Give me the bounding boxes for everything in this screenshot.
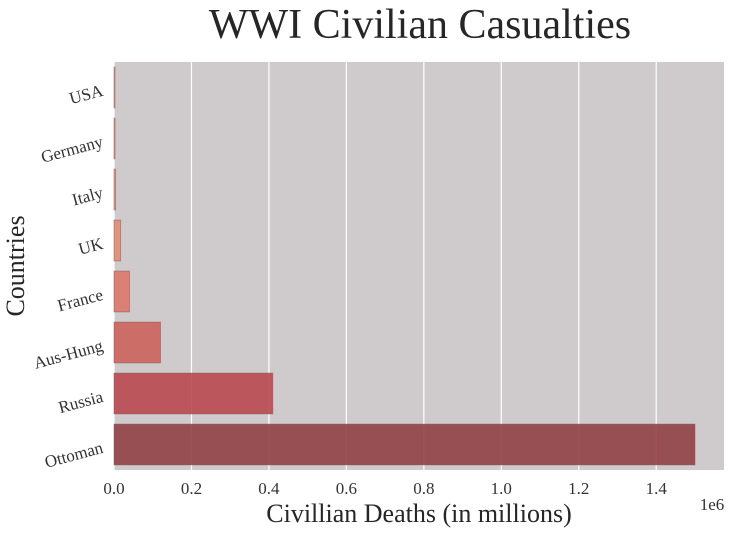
y-tick-label: Ottoman xyxy=(43,438,106,472)
x-tick-label: 1.0 xyxy=(491,479,512,498)
x-tick-label: 0.6 xyxy=(336,479,357,498)
chart-title: WWI Civilian Casualties xyxy=(209,2,631,48)
y-tick-label: Germany xyxy=(39,132,105,167)
y-tick-labels: USA Germany Italy UK France Aus-Hung Russia Ott… xyxy=(32,81,106,472)
y-tick-label: Russia xyxy=(56,387,105,417)
x-tick-label: 1.2 xyxy=(568,479,589,498)
y-axis-label: Countries xyxy=(1,215,30,316)
bar-italy xyxy=(113,168,117,211)
bar-aus-hung xyxy=(113,321,161,364)
bar-germany xyxy=(113,117,116,160)
y-tick-label: Italy xyxy=(70,183,105,210)
bar-ottoman xyxy=(113,423,696,466)
x-tick-label: 0.2 xyxy=(181,479,202,498)
x-tick-label: 0.0 xyxy=(103,479,124,498)
x-tick-labels: 0.0 0.2 0.4 0.6 0.8 1.0 1.2 1.4 xyxy=(103,479,667,498)
y-tick-label: USA xyxy=(67,81,105,108)
bars xyxy=(113,66,696,466)
x-tick-label: 0.4 xyxy=(258,479,280,498)
x-tick-label: 0.8 xyxy=(413,479,434,498)
y-tick-label: Aus-Hung xyxy=(32,336,106,373)
bar-france xyxy=(113,270,130,313)
x-axis-label: Civillian Deaths (in millions) xyxy=(266,499,571,528)
x-axis-offset-label: 1e6 xyxy=(700,495,725,514)
bar-uk xyxy=(113,219,122,262)
x-tick-label: 1.4 xyxy=(646,479,668,498)
bar-russia xyxy=(113,372,274,415)
y-tick-label: France xyxy=(55,285,105,315)
y-tick-label: UK xyxy=(76,234,105,259)
bar-usa xyxy=(113,66,116,109)
